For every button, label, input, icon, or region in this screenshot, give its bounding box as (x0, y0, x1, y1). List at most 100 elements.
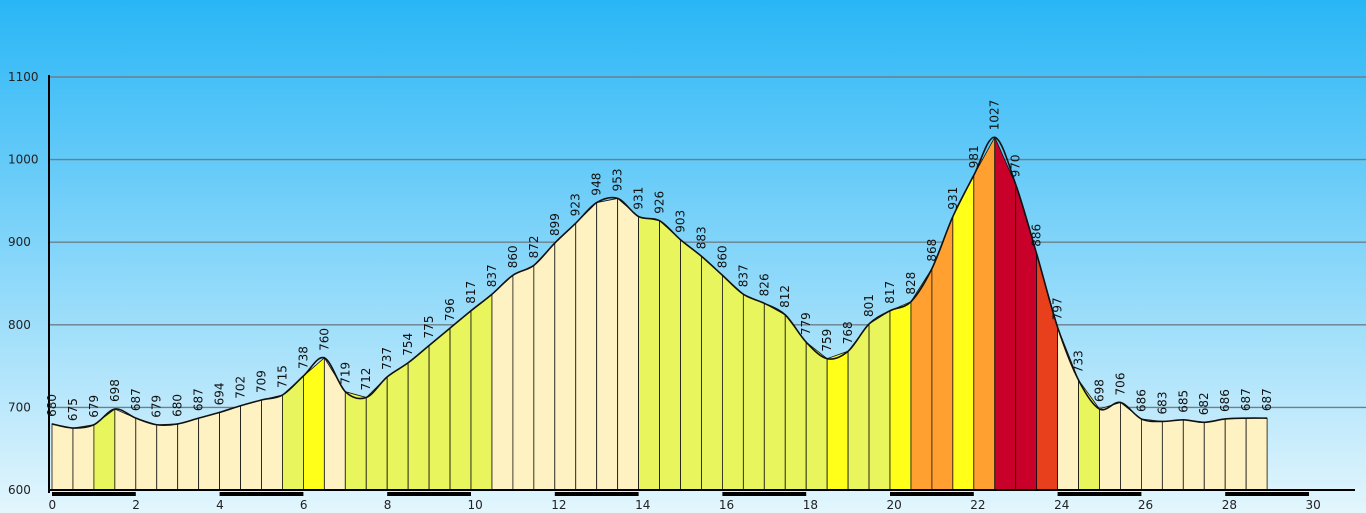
elevation-label: 680 (45, 394, 59, 417)
elevation-label: 886 (1030, 224, 1044, 247)
x-tick-label: 18 (803, 498, 818, 512)
elevation-label: 903 (674, 210, 688, 233)
elevation-label: 923 (569, 193, 583, 216)
profile-segments (51, 137, 1268, 491)
elevation-label: 948 (590, 173, 604, 196)
elevation-label: 828 (904, 272, 918, 295)
elevation-label: 702 (234, 376, 248, 399)
profile-outline (51, 136, 1268, 429)
y-tick-label: 600 (8, 483, 31, 497)
elevation-label: 698 (108, 379, 122, 402)
elevation-label: 737 (380, 347, 394, 370)
profile-segment (805, 341, 828, 491)
x-tick-label: 2 (132, 498, 140, 512)
elevation-label: 687 (1260, 388, 1274, 411)
elevation-label: 715 (275, 365, 289, 388)
profile-segment (722, 274, 744, 491)
profile-segment (407, 344, 430, 491)
elevation-label: 682 (1197, 392, 1211, 415)
elevation-label: 801 (862, 294, 876, 317)
scale-bar-segment (52, 492, 136, 496)
scale-bar-segment (554, 492, 639, 496)
elevation-label: 817 (464, 281, 478, 304)
x-tick-label: 24 (1054, 498, 1069, 512)
profile-segment (51, 423, 74, 491)
profile-segment (1224, 417, 1247, 491)
profile-segment (219, 405, 241, 491)
elevation-label: 712 (359, 368, 373, 391)
elevation-label: 860 (506, 245, 520, 268)
y-tick-label: 1000 (8, 153, 39, 167)
x-tick-label: 26 (1138, 498, 1153, 512)
x-tick-label: 20 (887, 498, 902, 512)
profile-segment (763, 302, 786, 491)
profile-segment (994, 137, 1017, 491)
scale-bar-segment (1057, 492, 1142, 496)
elevation-label: 686 (1218, 389, 1232, 412)
profile-segment (72, 424, 95, 491)
x-tick-label: 12 (551, 498, 566, 512)
profile-segment (344, 391, 367, 491)
profile-segment (596, 197, 619, 491)
profile-segment (1161, 419, 1184, 491)
profile-segment (1182, 419, 1205, 491)
profile-segment (114, 408, 137, 491)
x-tick-label: 30 (1306, 498, 1321, 512)
x-tick-label: 0 (49, 498, 57, 512)
y-tick-label: 800 (8, 318, 31, 332)
elevation-label: 868 (925, 239, 939, 262)
profile-segment (784, 313, 807, 491)
x-tick-label: 6 (300, 498, 308, 512)
elevation-label: 679 (150, 395, 164, 418)
y-tick-label: 1100 (8, 70, 39, 84)
elevation-label: 926 (653, 191, 667, 214)
profile-segment (1245, 417, 1268, 491)
x-tick-label: 28 (1222, 498, 1237, 512)
elevation-label: 759 (820, 329, 834, 352)
profile-segment (868, 310, 891, 491)
elevation-label: 812 (778, 285, 792, 308)
elevation-label: 675 (66, 398, 80, 421)
profile-segment (512, 264, 535, 491)
profile-segment (826, 350, 849, 491)
profile-segment (617, 197, 639, 491)
elevation-label: 768 (841, 321, 855, 344)
profile-line (51, 136, 1268, 429)
profile-segment (1203, 418, 1226, 491)
elevation-label: 931 (632, 187, 646, 210)
elevation-label: 837 (736, 264, 750, 287)
x-tick-label: 10 (468, 498, 483, 512)
profile-segment (470, 293, 493, 491)
elevation-label: 931 (946, 187, 960, 210)
profile-segment (889, 301, 912, 491)
y-tick-label: 900 (8, 235, 31, 249)
elevation-label: 687 (192, 388, 206, 411)
profile-segment (554, 222, 577, 491)
profile-segment (701, 255, 723, 491)
scale-bar-segment (219, 492, 304, 496)
x-tick-label: 16 (719, 498, 734, 512)
data-labels: 680 675 679 698 687 679 680 687 694 702 709 715 738 7… (45, 100, 1274, 421)
x-tick-label: 14 (635, 498, 650, 512)
elevation-label: 837 (485, 264, 499, 287)
elevation-label: 738 (296, 346, 310, 369)
elevation-label: 899 (548, 213, 562, 236)
elevation-label: 719 (338, 362, 352, 385)
scale-bar-segment (387, 492, 471, 496)
profile-segment (198, 411, 220, 491)
elevation-label: 680 (171, 394, 185, 417)
elevation-label: 817 (883, 281, 897, 304)
elevation-label: 686 (1134, 389, 1148, 412)
profile-segment (303, 356, 325, 491)
elevation-label: 683 (1155, 392, 1169, 415)
elevation-label: 685 (1176, 390, 1190, 413)
scale-bar-segment (722, 492, 807, 496)
profile-segment (156, 423, 179, 491)
elevation-label: 760 (317, 328, 331, 351)
scale-bar-segment (1225, 492, 1309, 496)
profile-segment (1099, 401, 1121, 491)
elevation-label: 981 (967, 145, 981, 168)
